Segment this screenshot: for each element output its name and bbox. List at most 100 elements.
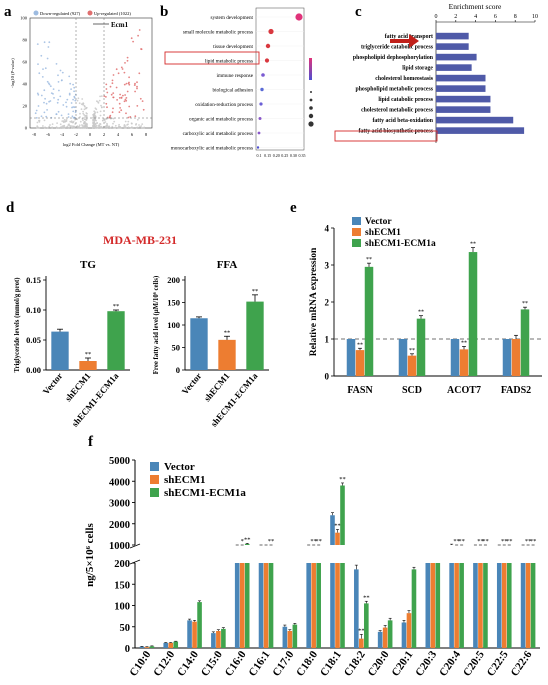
volcano-point	[45, 115, 48, 118]
volcano-point	[94, 107, 97, 110]
volcano-point	[71, 121, 74, 124]
volcano-point	[125, 126, 127, 129]
go-xtick-label: 0.1	[257, 153, 262, 158]
significance-label: **	[458, 538, 465, 545]
volcano-point	[134, 115, 137, 118]
significance-label: **	[252, 288, 259, 295]
legend-label: Vector	[365, 217, 392, 227]
significance-label: **	[113, 303, 120, 310]
bar	[346, 339, 356, 376]
volcano-point	[36, 92, 39, 95]
volcano-point	[109, 114, 112, 117]
x-tick-label: C14:0	[175, 648, 201, 678]
volcano-point	[105, 102, 108, 105]
volcano-point	[98, 99, 101, 102]
volcano-point	[46, 80, 49, 83]
volcano-point	[43, 111, 46, 114]
legend-up-label: Up-regulated (1022)	[94, 11, 131, 16]
volcano-point	[72, 117, 75, 119]
x-tick-label: shECM1	[202, 370, 232, 403]
volcano-point	[105, 83, 108, 86]
volcano-point	[74, 123, 77, 125]
volcano-point	[92, 121, 94, 123]
x-tick-label: FADS2	[501, 385, 531, 396]
volcano-point	[127, 120, 130, 123]
ffa-chart: FFA 0 50 100 150 200 Free fatty acid level (μM…	[153, 259, 269, 429]
volcano-point	[60, 114, 63, 117]
significance-label: **	[358, 627, 365, 634]
go-size-legend-dot	[310, 91, 312, 93]
volcano-point	[38, 121, 41, 123]
volcano-point	[66, 126, 69, 128]
bar	[401, 622, 407, 648]
bar	[354, 569, 359, 648]
go-colorbar	[309, 58, 312, 80]
bar	[292, 624, 298, 648]
bar	[416, 318, 426, 376]
volcano-point	[72, 98, 74, 101]
volcano-point	[138, 124, 140, 126]
volcano-point	[60, 127, 63, 129]
go-term-label: carboxylic acid metabolic process	[183, 131, 253, 137]
volcano-point	[82, 112, 85, 115]
enrichment-bar	[436, 32, 469, 40]
legend-label: shECM1	[164, 474, 206, 486]
bar	[478, 563, 483, 648]
red-arrow-icon	[390, 34, 419, 48]
volcano-point	[36, 125, 39, 128]
volcano-xtick-label: 2	[103, 132, 105, 137]
bar	[450, 339, 460, 376]
go-term-label: tissue development	[213, 44, 253, 50]
volcano-point	[44, 126, 46, 129]
enrichment-term-label: phospholipid metabolic process	[355, 87, 433, 93]
volcano-point	[55, 126, 58, 129]
go-term-label: organic acid metabolic process	[189, 117, 253, 123]
ecm1-annotation: Ecm1	[111, 21, 129, 29]
bar	[459, 349, 469, 376]
volcano-point	[37, 126, 40, 129]
bar	[377, 631, 383, 648]
volcano-point	[43, 41, 46, 44]
volcano-point	[73, 125, 76, 128]
volcano-point	[82, 103, 84, 106]
volcano-point	[43, 89, 46, 92]
y-tick-label: 4000	[109, 477, 130, 488]
volcano-point	[82, 110, 84, 113]
y-tick-label: 0	[125, 644, 130, 655]
volcano-point	[128, 81, 130, 84]
volcano-point	[138, 72, 141, 75]
significance-label: *	[241, 538, 244, 545]
legend-label: shECM1	[365, 228, 401, 238]
significance-label: **	[461, 340, 467, 346]
panel-label-f: f	[88, 434, 94, 450]
volcano-point	[141, 123, 144, 125]
volcano-point	[42, 68, 44, 70]
volcano-point	[96, 111, 99, 114]
go-term-dot	[256, 146, 260, 149]
volcano-point	[83, 108, 86, 111]
volcano-point	[141, 100, 144, 102]
go-term-dot	[264, 58, 270, 63]
volcano-point	[143, 127, 145, 129]
volcano-point	[46, 127, 49, 129]
go-size-legend-dot	[309, 106, 313, 110]
volcano-point	[41, 76, 44, 78]
volcano-point	[48, 41, 51, 44]
legend-swatch	[352, 239, 361, 247]
enrichment-term-label: fatty acid transport	[385, 34, 433, 40]
volcano-point	[83, 126, 86, 129]
volcano-ytick-label: 0	[25, 126, 28, 131]
volcano-point	[118, 97, 121, 99]
bar	[501, 563, 507, 648]
volcano-point	[136, 105, 139, 107]
bar	[311, 563, 316, 648]
volcano-point	[105, 96, 107, 98]
volcano-point	[73, 86, 76, 89]
volcano-point	[136, 81, 138, 84]
volcano-point	[93, 112, 96, 115]
volcano-point	[51, 127, 54, 129]
go-term-dot	[268, 28, 274, 35]
enrichment-title: Enrichment score	[449, 2, 502, 11]
significance-label: **	[363, 594, 370, 601]
enrichment-bar	[436, 43, 469, 50]
